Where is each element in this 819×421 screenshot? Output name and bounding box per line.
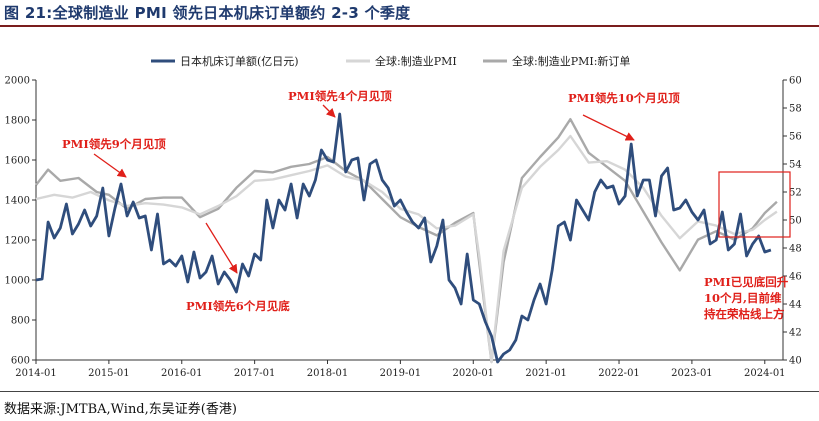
y-left-tick-label: 1400 bbox=[5, 196, 30, 207]
x-tick-label: 2018-01 bbox=[307, 368, 349, 379]
annotation-lead-9m-peak: PMI领先9个月见顶 bbox=[62, 137, 166, 151]
series-line-pmi bbox=[35, 134, 778, 364]
annotation-arrow-3 bbox=[322, 104, 336, 118]
chart-area: 日本机床订单额(亿日元) 全球:制造业PMI 全球:制造业PMI:新订单 600… bbox=[5, 54, 802, 380]
x-tick-label: 2020-01 bbox=[452, 368, 494, 379]
annotation-recovery-line-1: PMI已见底回升 bbox=[704, 275, 789, 289]
legend: 日本机床订单额(亿日元) 全球:制造业PMI 全球:制造业PMI:新订单 bbox=[151, 54, 630, 68]
annotation-lead-4m-peak: PMI领先4个月见顶 bbox=[288, 89, 392, 103]
series-line-pmi-new-orders bbox=[35, 118, 778, 364]
figure-title: 图 21:全球制造业 PMI 领先日本机床订单额约 2-3 个季度 bbox=[4, 4, 411, 22]
y-left-tick-label: 1600 bbox=[5, 156, 30, 167]
y-right-tick-label: 54 bbox=[789, 160, 802, 171]
source-divider bbox=[0, 391, 819, 392]
axes: 600 800 1000 1200 1400 1600 1800 2000 40 42 44 46 48… bbox=[5, 76, 802, 380]
legend-label-pmi: 全球:制造业PMI bbox=[375, 54, 457, 68]
y-right-tick-label: 56 bbox=[789, 132, 802, 143]
x-tick-label: 2017-01 bbox=[234, 368, 276, 379]
x-tick-label: 2024-01 bbox=[744, 368, 786, 379]
annotation-highlight-box bbox=[718, 171, 791, 238]
source-note: 数据来源:JMTBA,Wind,东吴证券(香港) bbox=[4, 402, 237, 417]
x-tick-label: 2023-01 bbox=[671, 368, 713, 379]
annotations: PMI领先9个月见顶 PMI领先6个月见底 PMI领先4个月见顶 PMI领先10… bbox=[62, 89, 791, 321]
series-layer bbox=[35, 112, 778, 364]
y-left-tick-label: 600 bbox=[11, 356, 30, 367]
x-tick-label: 2021-01 bbox=[525, 368, 567, 379]
y-right-tick-label: 40 bbox=[789, 356, 802, 367]
legend-label-orders: 日本机床订单额(亿日元) bbox=[180, 54, 299, 68]
y-right-tick-label: 48 bbox=[789, 244, 802, 255]
y-right-tick-label: 50 bbox=[789, 216, 802, 227]
legend-label-pmi-new-orders: 全球:制造业PMI:新订单 bbox=[512, 54, 630, 68]
x-tick-label: 2015-01 bbox=[88, 368, 130, 379]
y-right-tick-label: 60 bbox=[789, 76, 802, 87]
y-left-tick-label: 1000 bbox=[5, 276, 30, 287]
y-right-tick-label: 42 bbox=[789, 328, 802, 339]
annotation-arrow-1 bbox=[93, 153, 127, 178]
title-divider bbox=[0, 25, 819, 27]
x-tick-label: 2022-01 bbox=[598, 368, 640, 379]
series-line-orders bbox=[35, 112, 772, 364]
x-tick-label: 2014-01 bbox=[15, 368, 57, 379]
y-right-tick-label: 58 bbox=[789, 104, 802, 115]
y-right-tick-label: 46 bbox=[789, 272, 802, 283]
x-tick-label: 2019-01 bbox=[380, 368, 422, 379]
x-tick-label: 2016-01 bbox=[161, 368, 203, 379]
y-left-tick-label: 2000 bbox=[5, 76, 30, 87]
y-right-tick-label: 52 bbox=[789, 188, 802, 199]
y-right-tick-label: 44 bbox=[789, 300, 802, 311]
y-left-tick-label: 1200 bbox=[5, 236, 30, 247]
annotation-recovery-line-3: 持在荣枯线上方 bbox=[704, 307, 785, 321]
annotation-arrow-4 bbox=[582, 114, 635, 141]
annotation-recovery-line-2: 10个月,目前维 bbox=[704, 291, 782, 305]
y-left-tick-label: 800 bbox=[11, 316, 30, 327]
annotation-lead-10m-peak: PMI领先10个月见顶 bbox=[568, 91, 680, 105]
annotation-lead-6m-trough: PMI领先6个月见底 bbox=[186, 299, 290, 313]
y-left-tick-label: 1800 bbox=[5, 116, 30, 127]
annotation-arrow-2 bbox=[205, 222, 238, 274]
